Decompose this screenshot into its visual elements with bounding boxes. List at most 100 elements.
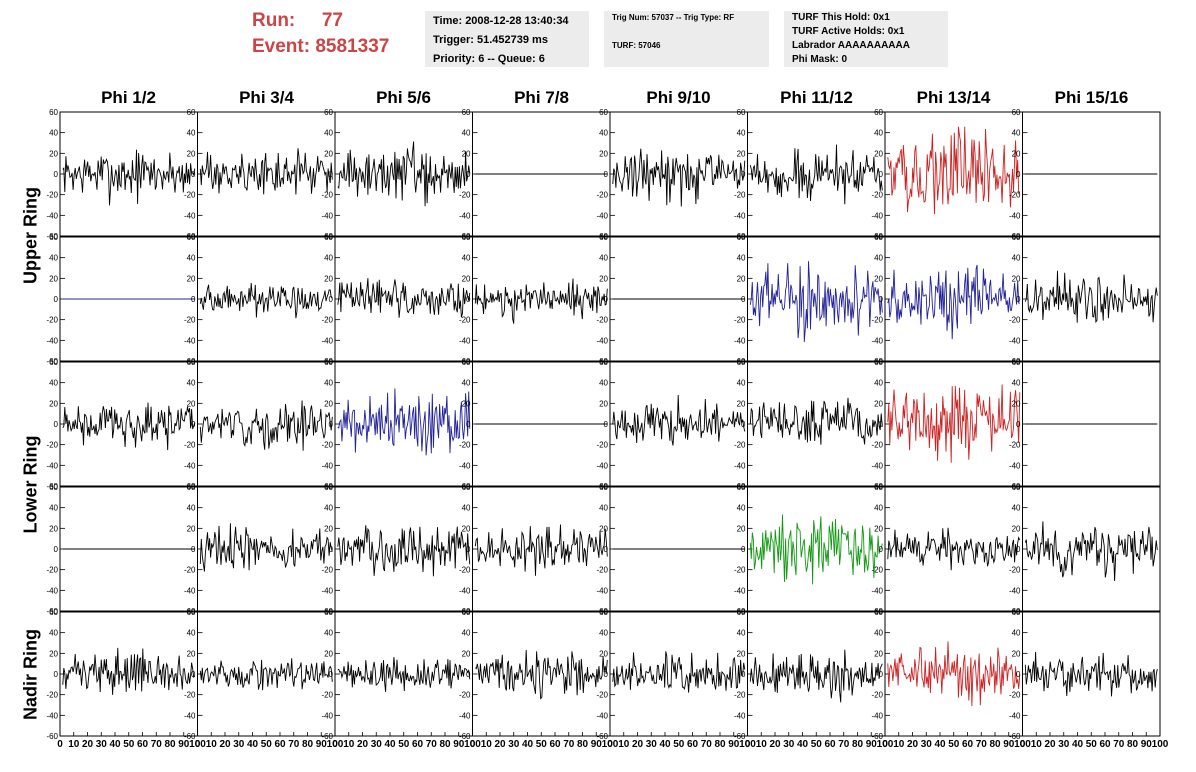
waveform-line	[749, 514, 883, 585]
y-tick-label: 0	[329, 670, 334, 679]
y-tick-label: 20	[737, 274, 746, 283]
y-tick-label: 0	[879, 170, 884, 179]
y-tick-label: -60	[459, 732, 471, 741]
waveform-line	[474, 278, 608, 324]
x-tick-label: 50	[673, 739, 685, 750]
waveform-line	[1024, 651, 1158, 697]
y-tick-label: 40	[874, 379, 883, 388]
y-tick-label: -60	[46, 732, 58, 741]
y-tick-label: 60	[737, 358, 746, 367]
y-tick-label: 60	[599, 358, 608, 367]
x-tick-label: 0	[1020, 739, 1026, 750]
panel-frame	[747, 111, 886, 237]
y-tick-label: -20	[321, 566, 333, 575]
y-tick-label: 40	[187, 629, 196, 638]
x-tick-label: 60	[549, 739, 561, 750]
y-tick-label: 60	[49, 358, 58, 367]
panel-frame	[609, 611, 748, 737]
y-tick-label: -20	[321, 316, 333, 325]
y-tick-label: -60	[871, 732, 883, 741]
x-tick-label: 80	[1127, 739, 1139, 750]
waveform-line	[887, 527, 1021, 571]
x-tick-label: 100	[189, 739, 206, 750]
y-tick-label: -20	[1009, 191, 1021, 200]
y-tick-label: 0	[329, 170, 334, 179]
y-tick-label: 0	[329, 545, 334, 554]
x-tick-label: 60	[824, 739, 836, 750]
y-tick-label: 40	[737, 129, 746, 138]
x-tick-label: 90	[728, 739, 740, 750]
y-tick-label: 20	[1012, 274, 1021, 283]
y-tick-label: 0	[466, 295, 471, 304]
x-tick-label: 50	[261, 739, 273, 750]
col-label-phi-7-8: Phi 7/8	[514, 88, 569, 107]
y-tick-label: 0	[879, 420, 884, 429]
y-tick-label: -40	[1009, 336, 1021, 345]
y-tick-label: 0	[604, 545, 609, 554]
y-tick-label: -20	[734, 441, 746, 450]
y-tick-label: 60	[324, 108, 333, 117]
x-tick-label: 100	[1152, 739, 1169, 750]
y-tick-label: 20	[1012, 149, 1021, 158]
y-tick-label: -40	[46, 586, 58, 595]
y-tick-label: -40	[871, 461, 883, 470]
y-tick-label: 0	[741, 670, 746, 679]
y-tick-label: 40	[737, 379, 746, 388]
y-tick-label: -20	[596, 191, 608, 200]
y-tick-label: -60	[46, 607, 58, 616]
y-tick-label: 60	[737, 483, 746, 492]
y-tick-label: 20	[599, 649, 608, 658]
waveform-line	[749, 397, 883, 445]
x-tick-label: 70	[426, 739, 438, 750]
y-tick-label: 40	[49, 629, 58, 638]
y-tick-label: 20	[737, 149, 746, 158]
x-tick-label: 60	[1099, 739, 1111, 750]
y-tick-label: 20	[187, 649, 196, 658]
y-tick-label: -20	[184, 191, 196, 200]
waveform-line	[749, 649, 883, 703]
waveform-line	[1024, 521, 1158, 582]
y-tick-label: 0	[54, 170, 59, 179]
y-tick-label: -40	[321, 461, 333, 470]
y-tick-label: 0	[879, 670, 884, 679]
y-tick-label: 40	[187, 129, 196, 138]
y-tick-label: 60	[462, 483, 471, 492]
x-tick-label: 80	[439, 739, 451, 750]
panel-r3-c0: -60 -40 -20 0 20 40 60	[46, 483, 198, 616]
waveform-line	[62, 149, 196, 206]
y-tick-label: 20	[324, 149, 333, 158]
x-tick-label: 30	[233, 739, 245, 750]
y-tick-label: 0	[741, 545, 746, 554]
event-line: Event: 8581337	[252, 34, 422, 60]
y-tick-label: 20	[187, 399, 196, 408]
x-tick-label: 30	[646, 739, 658, 750]
x-tick-label: 80	[164, 739, 176, 750]
waveform-line	[337, 657, 471, 692]
y-tick-label: 20	[599, 524, 608, 533]
y-tick-label: 40	[874, 504, 883, 513]
waveform-line	[887, 641, 1021, 707]
y-tick-label: 0	[1016, 295, 1021, 304]
y-tick-label: -20	[459, 566, 471, 575]
y-tick-label: 20	[49, 149, 58, 158]
y-tick-label: 0	[54, 420, 59, 429]
y-tick-label: -20	[321, 441, 333, 450]
y-tick-label: -20	[871, 566, 883, 575]
y-tick-label: -40	[321, 586, 333, 595]
y-tick-label: 20	[187, 149, 196, 158]
y-tick-label: 0	[604, 670, 609, 679]
y-tick-label: 0	[191, 670, 196, 679]
y-tick-label: 60	[462, 108, 471, 117]
